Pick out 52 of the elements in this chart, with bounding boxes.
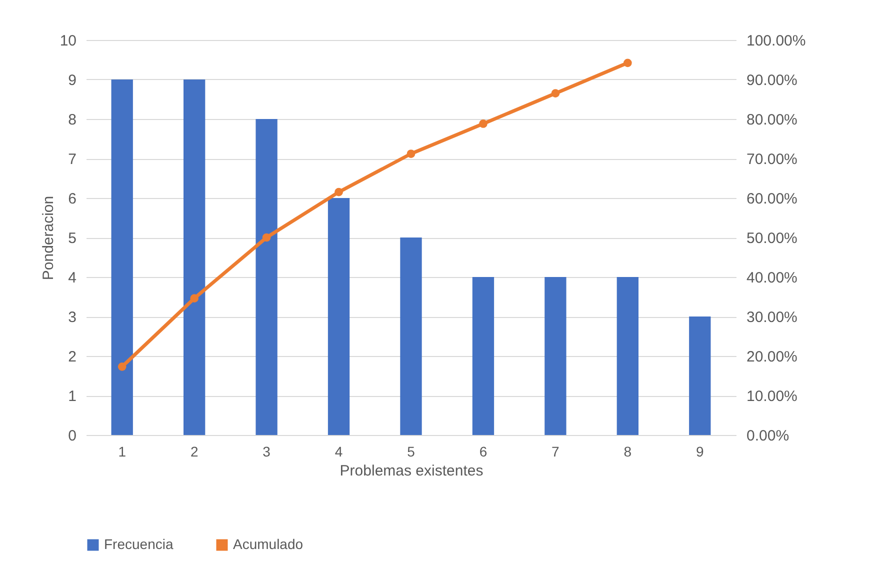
- y2-tick-label: 90.00%: [746, 72, 798, 89]
- x-axis-title: Problemas existentes: [340, 462, 484, 480]
- point: [118, 362, 126, 371]
- bar: [256, 119, 278, 435]
- bar: [328, 198, 350, 435]
- y2-tick-label: 40.00%: [746, 270, 798, 286]
- y2-tick-label: 0.00%: [746, 428, 790, 444]
- point: [334, 188, 343, 196]
- y-axis-title: Ponderacion: [40, 196, 57, 280]
- y-tick-label: 10: [60, 32, 76, 50]
- y2-tick-label: 20.00%: [746, 348, 798, 366]
- x-tick-label: 5: [407, 444, 416, 460]
- bar: [544, 277, 566, 435]
- y2-tick-label: 80.00%: [746, 112, 798, 128]
- x-tick-label: 1: [118, 444, 126, 460]
- x-tick-label: 6: [479, 444, 488, 460]
- bar: [472, 277, 494, 435]
- x-tick-label: 8: [624, 444, 632, 460]
- y2-tick-label: 100.00%: [746, 32, 806, 50]
- y-tick-label: 6: [68, 190, 76, 208]
- point: [190, 294, 199, 303]
- y2-tick-label: 30.00%: [746, 309, 798, 326]
- y-tick-label: 2: [68, 348, 76, 366]
- y2-tick-label: 60.00%: [746, 190, 798, 208]
- x-tick-label: 2: [190, 444, 198, 460]
- y-tick-label: 7: [68, 151, 76, 168]
- x-tick-label: 3: [262, 444, 271, 460]
- bar: [400, 238, 422, 435]
- y2-tick-label: 50.00%: [746, 230, 798, 247]
- bar: [689, 316, 711, 435]
- bar: [616, 277, 638, 435]
- bar: [184, 80, 206, 435]
- point: [479, 120, 488, 128]
- point: [623, 58, 632, 68]
- y-tick-label: 1: [68, 388, 76, 405]
- y-tick-label: 4: [68, 270, 76, 286]
- point: [262, 233, 271, 242]
- bar: [111, 80, 133, 435]
- y-tick-label: 5: [68, 230, 76, 247]
- y-tick-label: 3: [68, 309, 76, 326]
- x-tick-label: 7: [552, 444, 560, 460]
- x-tick-label: 9: [696, 444, 704, 460]
- y-tick-label: 0: [68, 428, 76, 444]
- legend-label: Acumulado: [233, 536, 304, 552]
- point: [406, 150, 416, 158]
- y-tick-label: 9: [68, 72, 76, 89]
- point: [551, 89, 560, 98]
- y2-tick-label: 70.00%: [746, 151, 798, 168]
- x-tick-label: 4: [334, 444, 343, 460]
- y-tick-label: 8: [68, 112, 76, 128]
- y2-tick-label: 10.00%: [746, 388, 798, 405]
- legend-label: Frecuencia: [104, 536, 174, 552]
